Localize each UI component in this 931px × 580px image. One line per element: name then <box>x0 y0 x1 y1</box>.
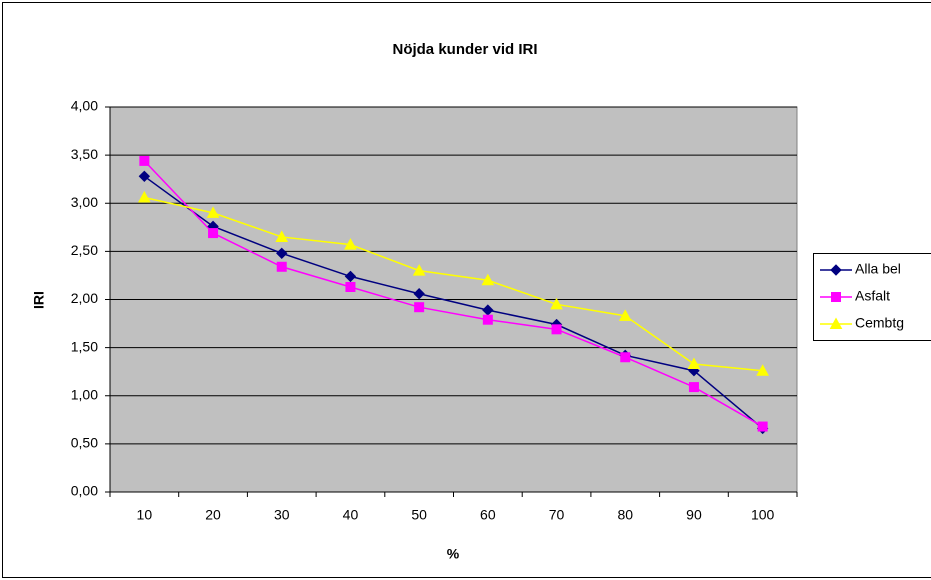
y-tick-label: 1,50 <box>71 338 98 354</box>
marker <box>206 206 220 218</box>
y-tick-label: 4,00 <box>71 98 98 114</box>
series-line <box>144 196 763 372</box>
marker <box>138 170 151 183</box>
marker <box>481 273 495 286</box>
marker <box>412 264 426 276</box>
marker <box>482 314 493 325</box>
legend-label: Asfalt <box>855 288 890 304</box>
marker <box>618 309 632 321</box>
x-tick-label: 10 <box>137 507 153 523</box>
x-tick-label: 90 <box>686 507 702 523</box>
marker <box>276 261 287 272</box>
legend-label: Alla bel <box>855 261 901 277</box>
x-tick-label: 60 <box>480 507 496 523</box>
marker <box>345 281 356 292</box>
x-tick-label: 40 <box>343 507 359 523</box>
marker <box>831 292 841 302</box>
x-axis-label: % <box>447 546 460 562</box>
chart-title: Nöjda kunder vid IRI <box>392 41 537 58</box>
x-tick-label: 30 <box>274 507 290 523</box>
marker <box>756 364 769 376</box>
series-line <box>143 175 764 430</box>
marker <box>551 324 562 335</box>
y-tick-label: 1,00 <box>71 386 98 402</box>
marker <box>620 352 631 363</box>
marker <box>687 357 701 369</box>
x-tick-label: 50 <box>411 507 427 523</box>
legend-label: Cembtg <box>855 315 904 331</box>
marker <box>344 270 357 283</box>
y-tick-label: 3,50 <box>71 146 98 162</box>
x-tick-label: 20 <box>205 507 221 523</box>
marker <box>208 228 219 239</box>
y-tick-label: 2,00 <box>71 290 98 306</box>
marker <box>413 288 425 300</box>
marker <box>688 382 699 393</box>
y-tick-label: 0,50 <box>71 435 98 451</box>
y-tick-label: 0,00 <box>71 483 98 499</box>
marker <box>139 155 150 166</box>
x-tick-label: 80 <box>617 507 633 523</box>
marker <box>829 317 843 329</box>
x-tick-label: 70 <box>549 507 565 523</box>
marker <box>757 421 768 432</box>
marker <box>830 264 842 276</box>
marker <box>414 302 425 313</box>
series-line <box>143 160 764 428</box>
marker <box>344 238 357 250</box>
y-axis-label: IRI <box>31 291 47 309</box>
marker <box>276 247 288 260</box>
y-tick-label: 3,00 <box>71 194 98 210</box>
y-tick-label: 2,50 <box>71 242 98 258</box>
marker <box>138 190 151 203</box>
marker <box>550 297 563 310</box>
x-tick-label: 100 <box>751 507 775 523</box>
marker <box>275 230 289 242</box>
